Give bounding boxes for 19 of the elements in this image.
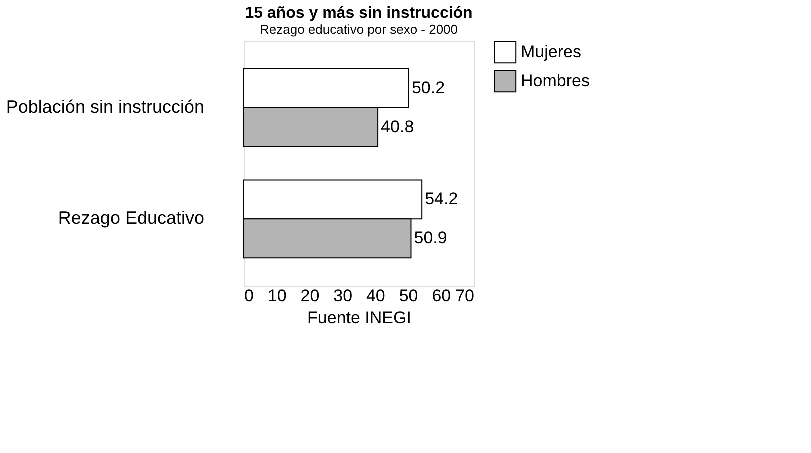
data-label: 50.2 — [412, 78, 446, 98]
x-tick-label: 20 — [300, 286, 320, 306]
y-tick-label: Población sin instrucción — [6, 96, 204, 117]
chart-title: 15 años y más sin instrucción — [245, 5, 473, 22]
x-tick-label: 40 — [366, 286, 386, 306]
x-tick-label: 10 — [268, 286, 287, 306]
chart-subtitle: Rezago educativo por sexo - 2000 — [260, 22, 458, 37]
x-tick-label: 60 — [432, 286, 452, 306]
x-tick-label: 0 — [244, 286, 254, 306]
legend-label: Mujeres — [521, 42, 582, 62]
x-axis-title: Fuente INEGI — [308, 308, 412, 328]
legend-label: Hombres — [521, 72, 590, 90]
data-label: 54.2 — [425, 190, 458, 209]
x-tick-label: 70 — [456, 286, 474, 306]
data-label: 50.9 — [414, 228, 448, 248]
data-label: 40.8 — [381, 117, 414, 136]
x-tick-label: 50 — [399, 286, 418, 306]
y-tick-label: Rezago Educativo — [58, 208, 204, 228]
x-tick-label: 30 — [334, 286, 353, 306]
